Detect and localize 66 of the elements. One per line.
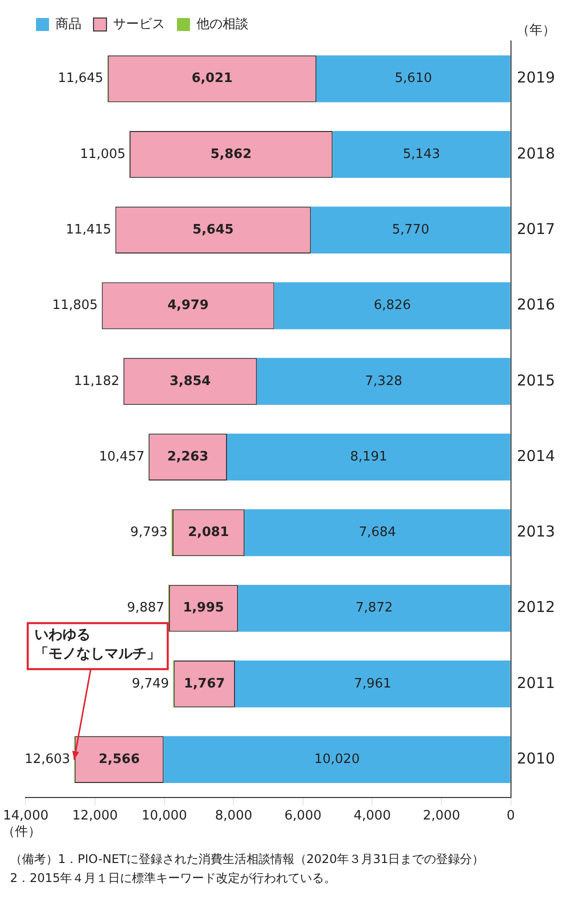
data-label: 1,767 — [184, 676, 225, 692]
bar — [332, 131, 510, 178]
bar — [244, 509, 510, 556]
total-label: 9,887 — [127, 600, 164, 616]
bar — [256, 358, 510, 405]
legend-label: サービス — [113, 16, 165, 32]
data-label: 2,566 — [98, 752, 140, 767]
total-label: 12,603 — [24, 752, 70, 767]
total-label: 11,182 — [74, 374, 120, 389]
data-label: 3,854 — [170, 374, 211, 389]
bar — [274, 282, 510, 330]
y-tick-label: 2013 — [516, 522, 556, 541]
bar — [164, 736, 510, 784]
x-axis-title: （件） — [2, 824, 41, 840]
x-tick-label: 6,000 — [284, 808, 322, 824]
data-label: 4,979 — [167, 298, 209, 314]
y-tick-label: 2017 — [516, 220, 556, 238]
data-label: 10,020 — [314, 752, 360, 767]
y-tick-label: 2015 — [516, 371, 556, 390]
x-tick-label: 14,000 — [2, 808, 48, 824]
data-label: 6,826 — [374, 298, 411, 314]
y-tick-label: 2016 — [516, 296, 556, 314]
y-tick-label: 2010 — [516, 749, 556, 768]
data-label: 2,081 — [188, 525, 230, 540]
data-label: 5,143 — [402, 146, 440, 162]
total-label: 11,805 — [52, 298, 98, 314]
total-label: 10,457 — [99, 449, 145, 464]
data-label: 1,995 — [182, 600, 224, 616]
bar — [234, 660, 510, 708]
annotation: いわゆる「モノなしマルチ」 — [34, 626, 161, 662]
data-label: 5,862 — [210, 146, 252, 162]
total-label: 11,005 — [80, 146, 126, 162]
data-label: 7,872 — [356, 600, 393, 616]
data-label: 7,328 — [365, 374, 402, 389]
data-label: 7,684 — [358, 525, 396, 540]
y-tick-label: 2018 — [516, 144, 556, 162]
data-label: 8,191 — [350, 449, 388, 464]
x-tick-label: 8,000 — [215, 808, 252, 824]
total-label: 11,645 — [58, 71, 104, 86]
y-tick-label: 2011 — [516, 674, 556, 692]
x-tick-label: 0 — [506, 808, 515, 824]
data-label: 7,961 — [354, 676, 392, 692]
data-label: 2,263 — [167, 449, 208, 464]
legend-label: 他の相談 — [196, 16, 248, 32]
x-tick-label: 12,000 — [72, 808, 118, 824]
text: 2．2015年４月１日に標準キーワード改定が行われている。 — [10, 870, 338, 887]
x-tick-label: 4,000 — [354, 808, 391, 824]
data-label: 5,610 — [394, 71, 432, 86]
legend-label: 商品 — [56, 16, 82, 32]
data-label: 5,645 — [192, 222, 234, 238]
text: （備考）1．PIO-NETに登録された消費生活相談情報（2020年３月31日までの登録分） — [10, 851, 486, 868]
y-tick-label: 2019 — [516, 68, 556, 87]
y-axis-title: （年） — [516, 22, 556, 38]
data-label: 6,021 — [192, 71, 233, 86]
total-label: 9,793 — [130, 525, 168, 540]
x-tick-label: 2,000 — [422, 808, 460, 824]
y-tick-label: 2014 — [516, 446, 556, 465]
total-label: 11,415 — [66, 222, 112, 238]
data-label: 5,770 — [392, 222, 430, 238]
bar — [227, 434, 510, 480]
bar — [310, 206, 510, 254]
bar — [238, 584, 510, 632]
bar — [316, 55, 510, 102]
y-tick-label: 2012 — [516, 598, 556, 616]
x-tick-label: 10,000 — [142, 808, 188, 824]
total-label: 9,749 — [132, 676, 170, 692]
